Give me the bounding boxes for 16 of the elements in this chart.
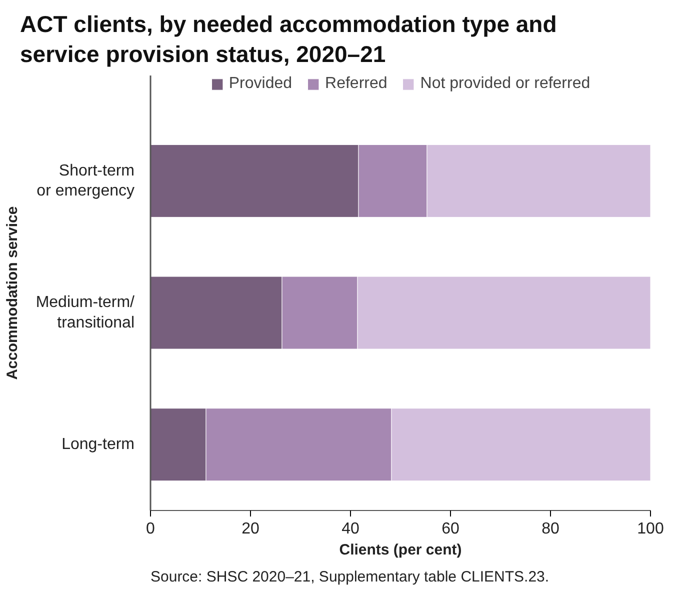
legend-label: Referred	[325, 74, 388, 93]
x-axis-title: Clients (per cent)	[339, 541, 462, 558]
x-tick-label: 100	[637, 520, 664, 538]
legend-label: Not provided or referred	[420, 74, 590, 93]
x-tick-label: 60	[442, 520, 460, 538]
chart-title: ACT clients, by needed accommodation type and service provision status, 2020–21	[20, 10, 558, 69]
y-axis-title: Accommodation service	[4, 206, 21, 380]
y-tick-label: Long-term	[62, 436, 134, 453]
y-tick-label: Short-term or emergency	[36, 162, 135, 200]
legend-label: Provided	[228, 74, 292, 93]
source-note: Source: SHSC 2020–21, Supplementary table CLIENTS.23.	[150, 568, 550, 586]
x-tick-label: 40	[342, 520, 360, 538]
y-tick-label: Medium-term/ transitional	[36, 294, 136, 332]
x-tick-label: 20	[242, 520, 260, 538]
x-tick-label: 80	[542, 520, 560, 538]
x-tick-label: 0	[146, 520, 156, 538]
